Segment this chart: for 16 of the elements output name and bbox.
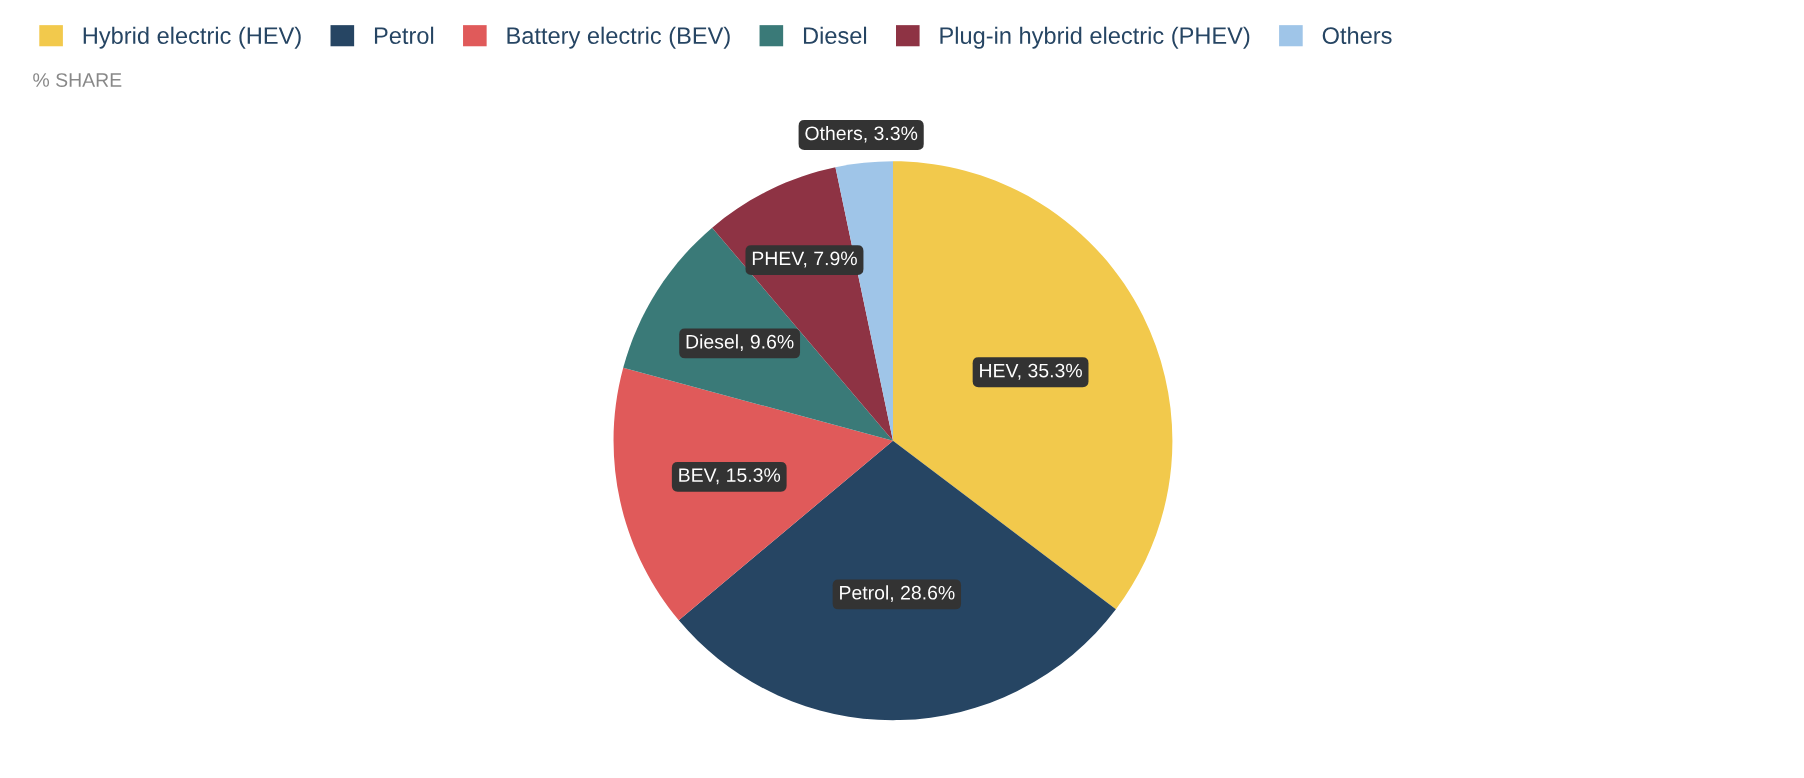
legend-label: Hybrid electric (HEV) — [83, 26, 301, 49]
data-label: Others, 3.3% — [805, 125, 918, 143]
data-label: Diesel, 9.6% — [686, 334, 794, 351]
pie-slice — [892, 161, 1173, 610]
data-label: PHEV, 7.9% — [752, 251, 857, 268]
legend-label: Others — [1322, 26, 1392, 45]
legend-label: Battery electric (BEV) — [507, 26, 730, 49]
text: % SHARE — [33, 73, 122, 87]
data-label: BEV, 15.3% — [679, 468, 781, 485]
legend-label: Petrol — [374, 26, 434, 45]
pie-slice — [678, 440, 1116, 721]
data-label: HEV, 35.3% — [980, 363, 1082, 380]
legend-label: Plug-in hybrid electric (PHEV) — [940, 26, 1250, 49]
legend-label: Diesel — [803, 26, 867, 45]
pie-slice — [613, 367, 893, 621]
data-label: Petrol, 28.6% — [840, 585, 955, 602]
